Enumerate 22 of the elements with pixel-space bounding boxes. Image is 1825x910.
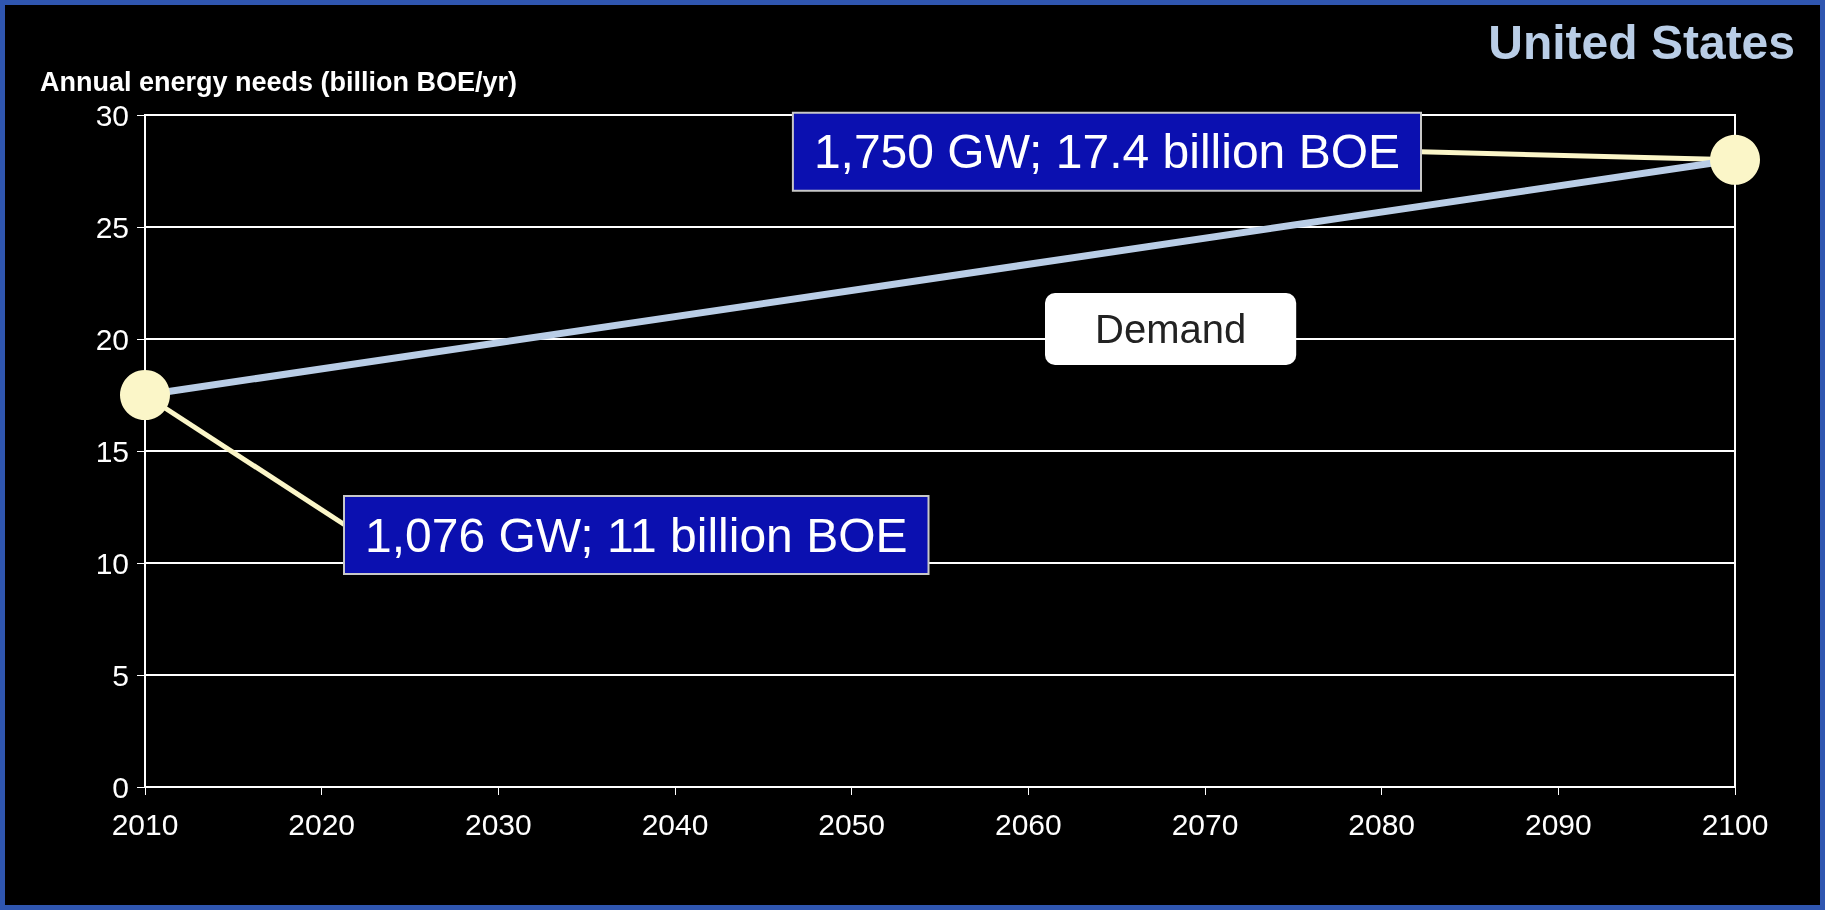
y-tick-label: 25: [95, 210, 129, 244]
annotation: 1,076 GW; 11 billion BOE: [365, 508, 908, 562]
y-tick-label: 5: [112, 658, 129, 692]
x-tick-label: 2080: [1348, 807, 1416, 841]
y-axis-title: Annual energy needs (billion BOE/yr): [40, 66, 518, 97]
y-tick-label: 15: [95, 434, 129, 468]
x-tick-label: 2030: [464, 807, 532, 841]
x-tick-label: 2050: [818, 807, 886, 841]
x-tick-label: 2100: [1701, 807, 1769, 841]
y-tick-label: 10: [95, 546, 129, 580]
y-tick-label: 20: [95, 322, 129, 356]
y-tick-label: 0: [112, 770, 129, 804]
x-tick-label: 2020: [288, 807, 356, 841]
y-tick-label: 30: [95, 98, 129, 132]
x-tick-label: 2010: [111, 807, 179, 841]
x-tick-label: 2040: [641, 807, 709, 841]
chart-title: United States: [1488, 15, 1796, 69]
x-tick-label: 2060: [994, 807, 1062, 841]
x-tick-label: 2070: [1171, 807, 1239, 841]
x-tick-label: 2090: [1524, 807, 1592, 841]
annotation: 1,750 GW; 17.4 billion BOE: [813, 125, 1400, 179]
annotation: Demand: [1095, 307, 1247, 351]
